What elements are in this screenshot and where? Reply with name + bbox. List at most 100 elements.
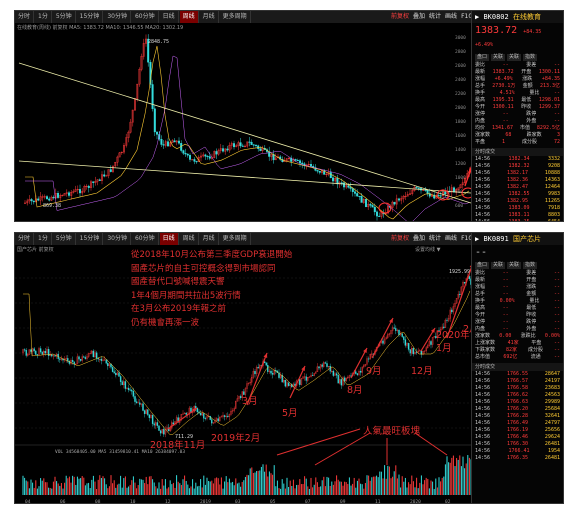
- volume-bar: [270, 473, 272, 495]
- tick-volume: 6454: [547, 219, 560, 222]
- tab-period[interactable]: 60分钟: [132, 11, 159, 23]
- axis-tick-label: 2000: [455, 105, 466, 111]
- sidebar-tab[interactable]: 指数: [523, 54, 538, 61]
- volume-bar: [78, 478, 80, 495]
- toolbar-button[interactable]: 统计: [429, 13, 442, 20]
- tab-period[interactable]: 60分钟: [132, 233, 159, 245]
- toolbar-button[interactable]: 叠加: [413, 13, 426, 20]
- axis-tick-label: 600: [455, 203, 463, 209]
- sidebar-tab[interactable]: 关联: [507, 54, 522, 61]
- ma-setting-button[interactable]: 设置均线 ▼: [415, 247, 441, 253]
- candle-body: [26, 200, 29, 204]
- tab-period[interactable]: 分时: [15, 11, 35, 23]
- tab-period[interactable]: 5分钟: [53, 233, 76, 245]
- sidebar-tab[interactable]: 指数: [523, 262, 538, 269]
- volume-bar: [411, 475, 413, 495]
- tick-price: 1382.36: [506, 177, 529, 183]
- tab-period[interactable]: 周线: [179, 11, 199, 23]
- tab-period[interactable]: 日线: [160, 11, 179, 23]
- security-name: 在线教育: [512, 13, 541, 21]
- volume-bar: [254, 472, 256, 495]
- candle-body: [76, 356, 79, 365]
- toolbar-button[interactable]: 统计: [429, 235, 442, 242]
- sidebar-tab[interactable]: 关联: [491, 54, 506, 61]
- tab-period[interactable]: 15分钟: [77, 233, 104, 245]
- volume-bar: [108, 486, 110, 495]
- candle-body: [373, 206, 376, 213]
- toolbar-button[interactable]: F10: [461, 13, 473, 20]
- quote-value: --: [553, 354, 560, 360]
- tab-period[interactable]: 分时: [15, 233, 35, 245]
- tick-row: 14:56 1382.95 11265: [472, 198, 563, 205]
- volume-bar: [425, 477, 427, 495]
- quote-value: --: [502, 326, 509, 332]
- candle-body: [308, 376, 311, 378]
- tick-row: 14:56 1383.25 6454: [472, 219, 563, 222]
- toolbar-button[interactable]: 前复权: [391, 235, 410, 242]
- sidebar-tab[interactable]: 盘口: [475, 262, 490, 269]
- volume-bar: [113, 480, 115, 495]
- volume-bar: [368, 475, 370, 495]
- quote-value: --: [553, 291, 560, 297]
- low-label: 869.38: [43, 203, 61, 209]
- wave-arrow: [246, 352, 268, 406]
- tab-period[interactable]: 更多周期: [220, 11, 251, 23]
- volume-bar: [467, 455, 469, 495]
- candle-body: [244, 388, 247, 395]
- candle-body: [339, 379, 341, 384]
- tab-period[interactable]: 日线: [159, 233, 179, 245]
- candle-body: [391, 201, 394, 208]
- tick-row: 14:56 1766.49 24797: [472, 420, 563, 427]
- volume-bar: [209, 481, 211, 495]
- weekly-kline-chart[interactable]: 3000 2800 2600 2400 2200 2000 1800 1600 1400 1200…: [15, 11, 473, 222]
- toolbar-button[interactable]: 叠加: [413, 235, 426, 242]
- peak-label: 2848.75: [148, 39, 169, 45]
- toolbar-button[interactable]: F10: [461, 235, 473, 242]
- volume-bar: [313, 484, 315, 495]
- tab-period[interactable]: 月线: [200, 11, 219, 23]
- tab-period[interactable]: 30分钟: [104, 11, 131, 23]
- candle-body: [193, 159, 196, 162]
- candle-body: [459, 294, 461, 295]
- axis-tick-label: 2400: [455, 77, 466, 83]
- volume-bar: [291, 485, 293, 495]
- tab-period[interactable]: 更多周期: [220, 233, 251, 245]
- sidebar-tab[interactable]: 关联: [491, 262, 506, 269]
- quote-row: 换手 4.51% 量比 --: [472, 90, 563, 97]
- tab-period[interactable]: 1分: [35, 11, 52, 23]
- tick-price: 1382.55: [508, 191, 530, 197]
- tick-time: 14:56: [475, 413, 491, 419]
- candle-body: [65, 192, 68, 194]
- toolbar-button[interactable]: 画线: [445, 235, 458, 242]
- tab-period[interactable]: 周线: [180, 233, 199, 245]
- sidebar-tab[interactable]: 盘口: [475, 54, 490, 61]
- tab-period[interactable]: 5分钟: [53, 11, 76, 23]
- sidebar-tab[interactable]: 关联: [507, 262, 522, 269]
- tab-period[interactable]: 月线: [200, 233, 219, 245]
- daily-kline-chart[interactable]: VOL 34568405.00 MA5 31459810.41 MA10 263…: [15, 233, 473, 504]
- toolbar-button[interactable]: 前复权: [391, 13, 410, 20]
- candle-body: [257, 367, 259, 369]
- volume-bar: [278, 488, 280, 495]
- candle-body: [132, 390, 135, 397]
- volume-bar: [260, 466, 262, 495]
- tick-price: 1766.58: [506, 385, 529, 391]
- volume-bar: [438, 477, 440, 495]
- toolbar-button[interactable]: 画线: [445, 13, 458, 20]
- quote-key: 跌停: [526, 319, 537, 325]
- tab-period[interactable]: 1分: [35, 233, 52, 245]
- tab-period[interactable]: 15分钟: [77, 11, 104, 23]
- label-mar: 3月: [242, 396, 258, 407]
- volume-bar: [462, 456, 464, 495]
- tick-volume: 7918: [547, 205, 560, 211]
- x-axis-label: 07: [305, 499, 311, 504]
- candle-body: [185, 412, 187, 415]
- tab-period[interactable]: 30分钟: [104, 233, 131, 245]
- candle-body: [325, 173, 328, 175]
- candle-body: [281, 159, 284, 162]
- candle-body: [310, 375, 312, 378]
- volume-bar: [406, 487, 408, 495]
- candle-body: [169, 142, 172, 147]
- candle-body: [71, 360, 74, 362]
- volume-bar: [416, 477, 418, 495]
